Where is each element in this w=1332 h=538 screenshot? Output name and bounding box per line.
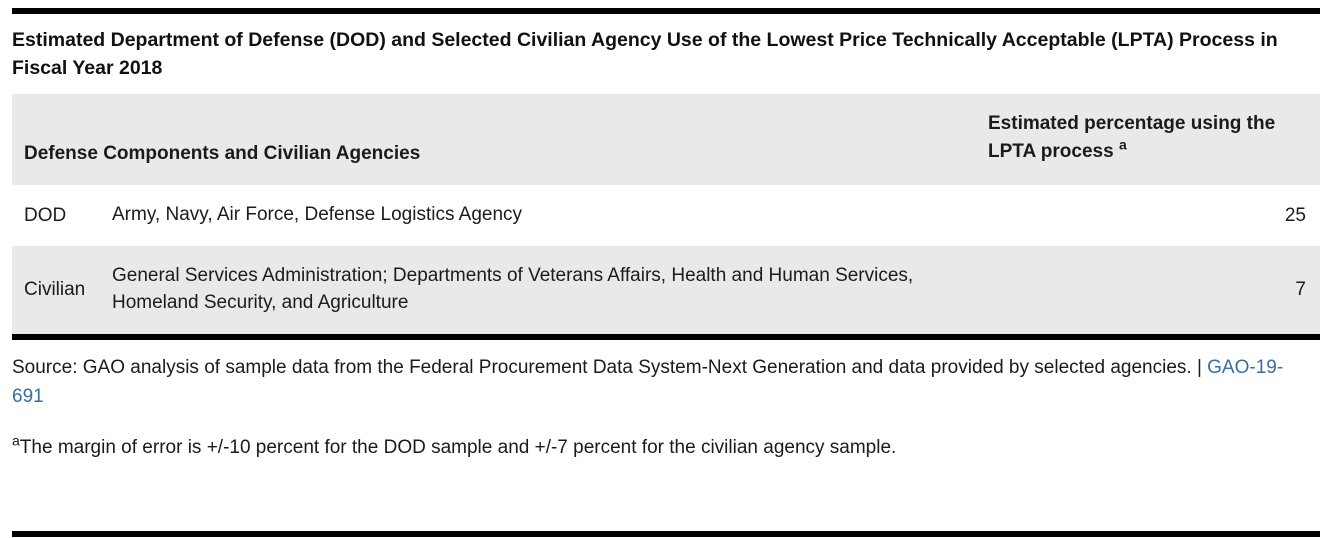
row-category: DOD — [24, 204, 67, 226]
column-header-percentage-text: Estimated percentage using the LPTA proc… — [988, 110, 1306, 165]
row-description: Army, Navy, Air Force, Defense Logistics… — [112, 185, 988, 246]
source-text: Source: GAO analysis of sample data from… — [12, 357, 1208, 379]
row-description: General Services Administration; Departm… — [112, 246, 988, 334]
table-row-dod: DOD Army, Navy, Air Force, Defense Logis… — [12, 185, 1320, 247]
row-description-text: Army, Navy, Air Force, Defense Logistics… — [112, 204, 523, 226]
column-header-percentage: Estimated percentage using the LPTA proc… — [988, 94, 1320, 186]
top-rule — [12, 8, 1320, 14]
column-header-percentage-label: Estimated percentage using the LPTA proc… — [988, 113, 1276, 162]
gao-report-link[interactable]: GAO-19-691 — [12, 357, 1284, 407]
source-note: Source: GAO analysis of sample data from… — [12, 354, 1302, 411]
header-footnote-marker: a — [1118, 136, 1127, 153]
footnote-text: The margin of error is +/-10 percent for… — [19, 437, 897, 459]
figure-title: Estimated Department of Defense (DOD) an… — [12, 29, 1278, 79]
footnote: aThe margin of error is +/-10 percent fo… — [12, 433, 1320, 462]
table-header: Defense Components and Civilian Agencies… — [12, 94, 1320, 186]
row-description-text: General Services Administration; Departm… — [112, 265, 914, 314]
footnote-marker: a — [12, 433, 20, 450]
column-header-agencies: Defense Components and Civilian Agencies — [12, 94, 988, 186]
table-bottom-rule — [12, 334, 1320, 341]
row-percentage: 25 — [1284, 204, 1306, 226]
row-category: Civilian — [24, 279, 86, 301]
table-row-civilian: Civilian General Services Administration… — [12, 246, 1320, 335]
bottom-rule — [12, 531, 1320, 537]
row-percentage: 7 — [1295, 279, 1306, 301]
lpta-usage-table: Defense Components and Civilian Agencies… — [12, 94, 1320, 335]
